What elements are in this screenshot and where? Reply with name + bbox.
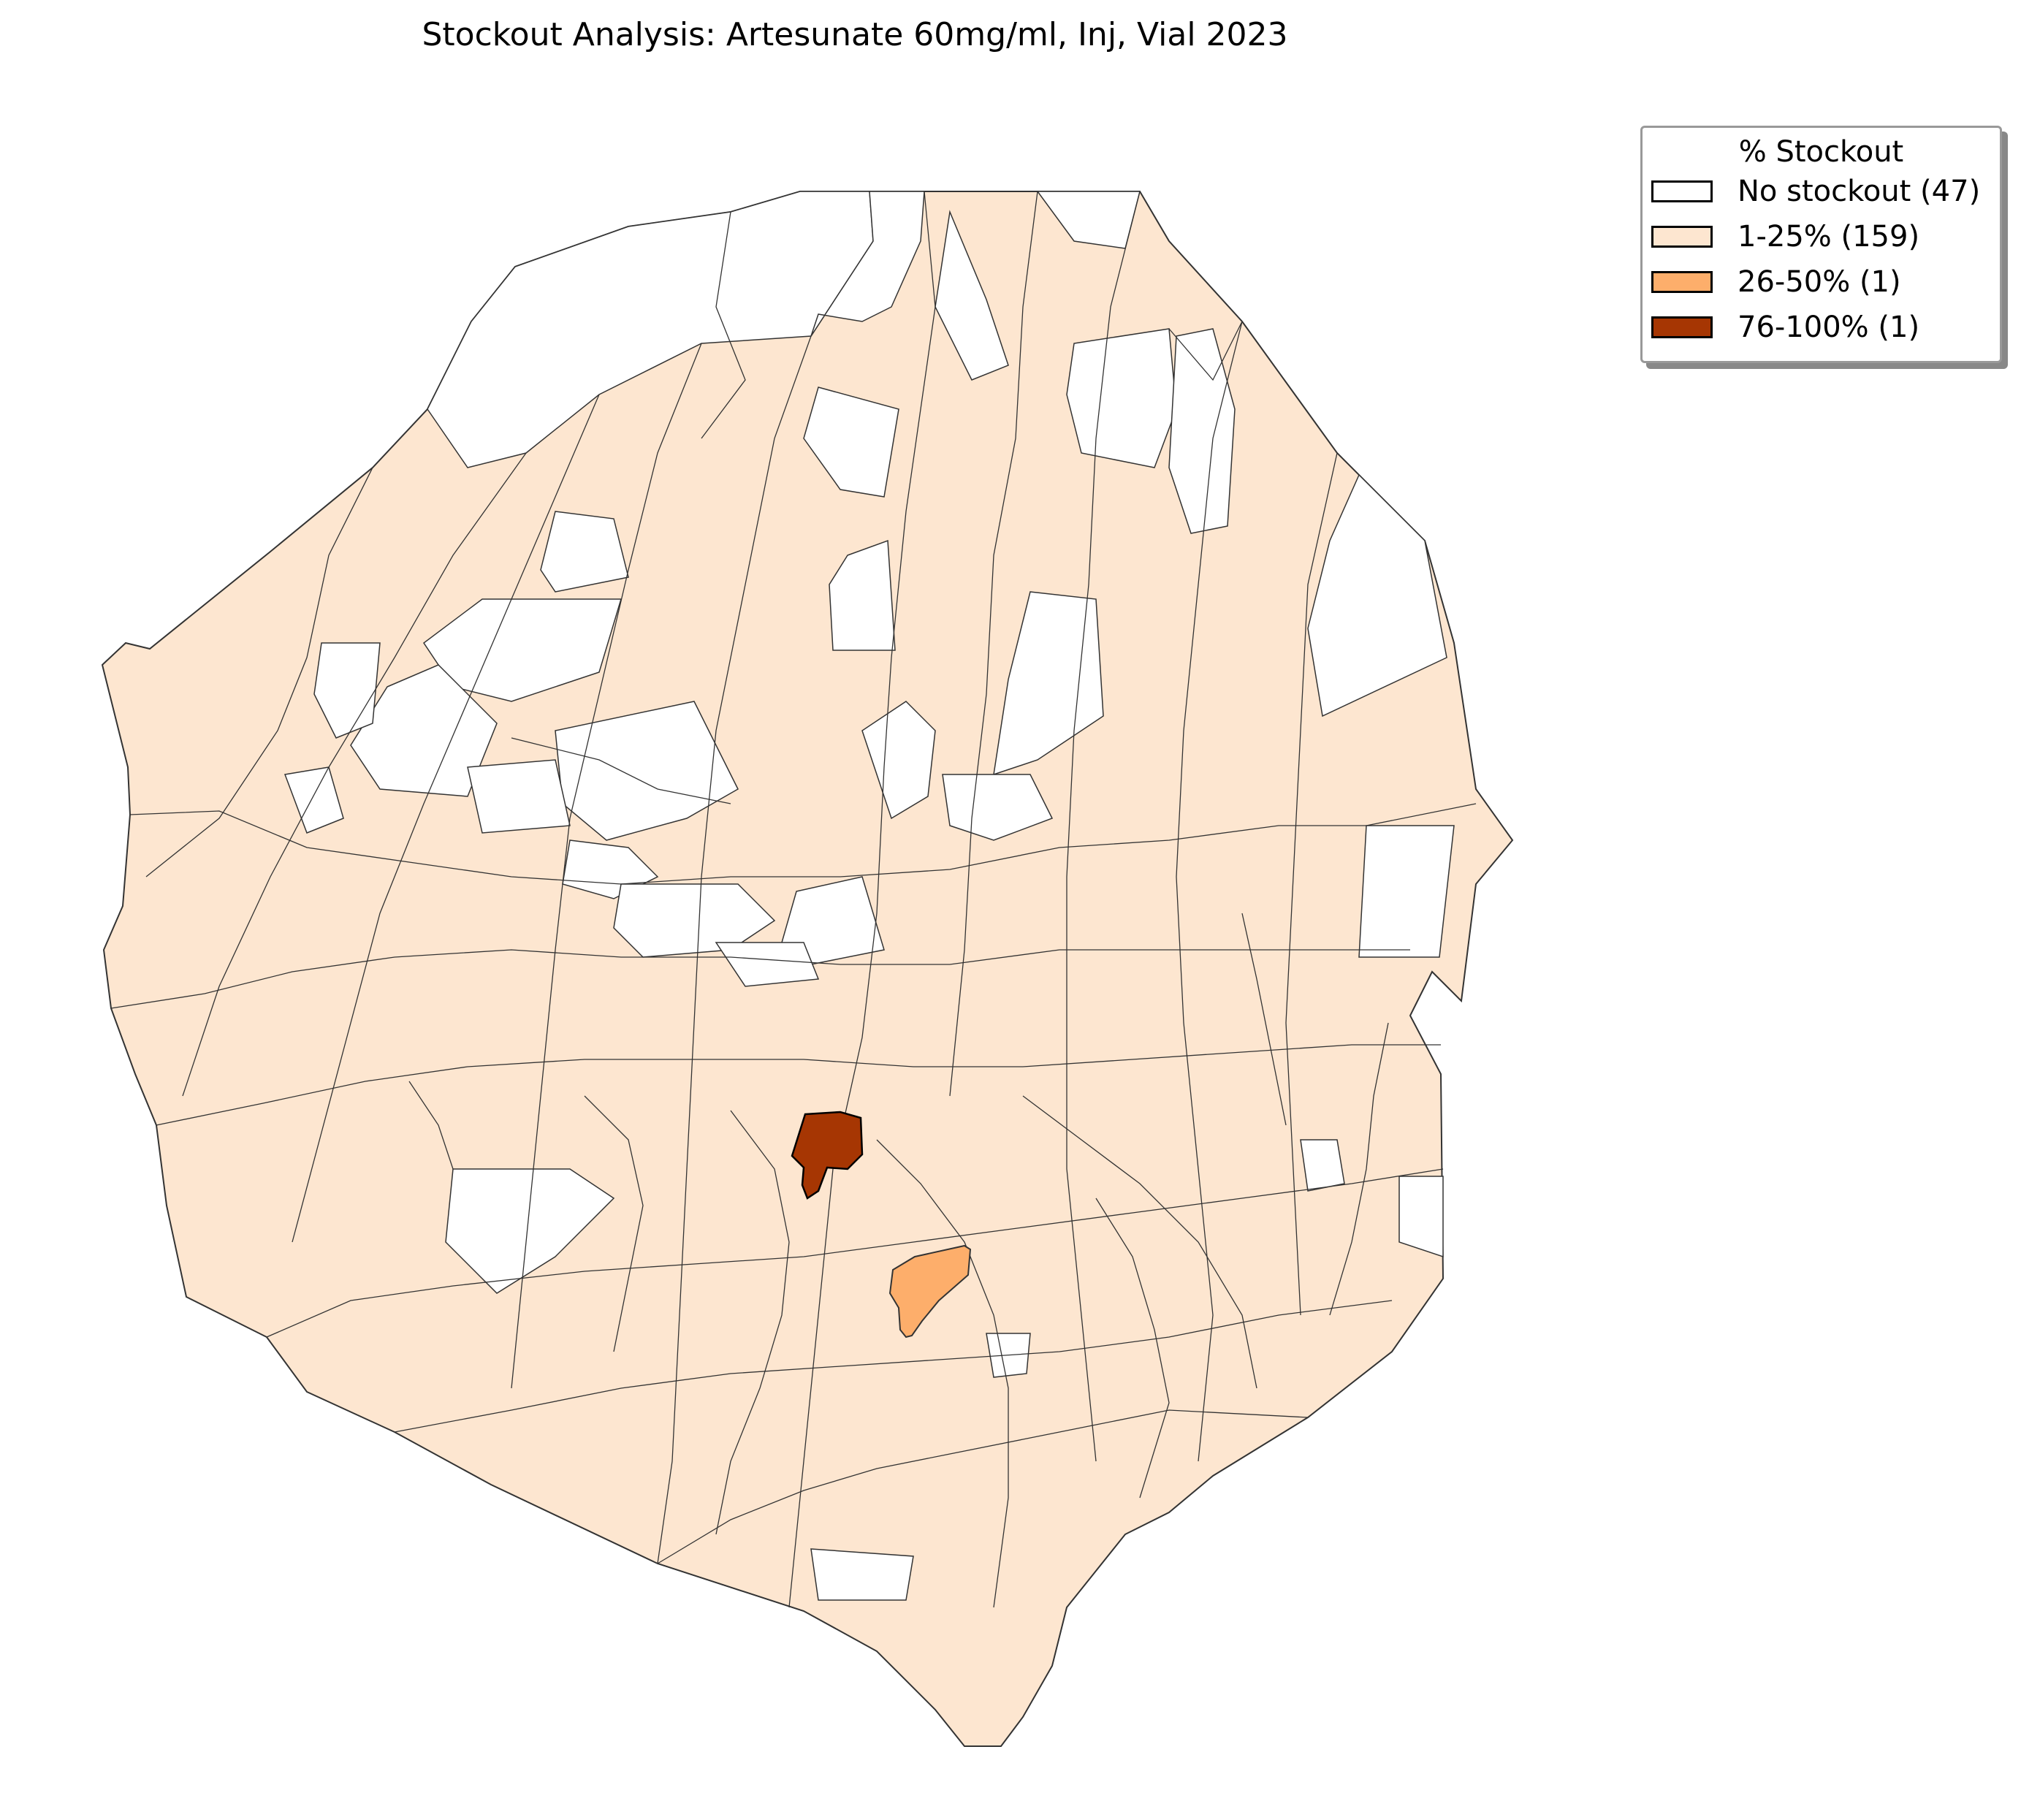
region-north-no-stockout <box>427 191 874 468</box>
region-northeast-no-stockout-3 <box>1066 328 1177 468</box>
legend-title: % Stockout <box>1738 135 1904 169</box>
legend-item-76-100: 76-100% (1) <box>1651 305 2000 350</box>
legend-label: 26-50% (1) <box>1738 265 1901 299</box>
legend: % Stockout No stockout (47) 1-25% (159) … <box>1640 126 2002 363</box>
region-west-no-stockout-1 <box>540 511 629 593</box>
region-center-no-stockout-3 <box>715 942 820 987</box>
region-south-no-stockout-1 <box>445 1168 615 1294</box>
region-stockout-76-100 <box>791 1111 864 1200</box>
legend-label: No stockout (47) <box>1738 175 1981 208</box>
region-north-mid-no-stockout-4 <box>861 701 936 820</box>
no-stockout-regions <box>283 191 1455 1601</box>
district-borders <box>110 191 1477 1608</box>
legend-item-no-stockout: No stockout (47) <box>1651 169 2000 214</box>
region-north-mid-no-stockout-2 <box>829 539 896 651</box>
region-north-mid-no-stockout-3 <box>993 591 1104 776</box>
region-south-no-stockout-3 <box>810 1548 914 1601</box>
legend-swatch <box>1651 316 1713 338</box>
region-northeast-no-stockout-2 <box>935 210 1009 381</box>
legend-label: 76-100% (1) <box>1738 311 1920 344</box>
region-stockout-26-50 <box>888 1244 972 1339</box>
legend-item-1-25: 1-25% (159) <box>1651 214 2000 259</box>
region-west-no-stockout-6 <box>467 759 571 834</box>
region-southeast-no-stockout-2 <box>1398 1176 1444 1258</box>
region-north-mid-no-stockout-1 <box>803 387 899 498</box>
region-west-no-stockout-3 <box>350 664 498 797</box>
map-title: Stockout Analysis: Artesunate 60mg/ml, I… <box>422 16 1288 53</box>
legend-item-26-50: 26-50% (1) <box>1651 259 2000 305</box>
region-southeast-no-stockout-1 <box>1300 1139 1345 1192</box>
legend-swatch <box>1651 226 1713 248</box>
legend-swatch <box>1651 180 1713 202</box>
region-center-no-stockout-2 <box>781 876 885 965</box>
region-east-no-stockout-1 <box>1358 825 1455 958</box>
region-northeast-no-stockout-5 <box>1307 473 1447 717</box>
legend-swatch <box>1651 271 1713 293</box>
region-north-mid-no-stockout-5 <box>942 774 1054 841</box>
legend-label: 1-25% (159) <box>1738 220 1920 254</box>
region-northeast-no-stockout-4 <box>1168 328 1236 534</box>
region-north-center-no-stockout <box>810 191 925 337</box>
region-west-no-stockout-4 <box>313 642 381 739</box>
region-west-no-stockout-7 <box>283 766 344 834</box>
